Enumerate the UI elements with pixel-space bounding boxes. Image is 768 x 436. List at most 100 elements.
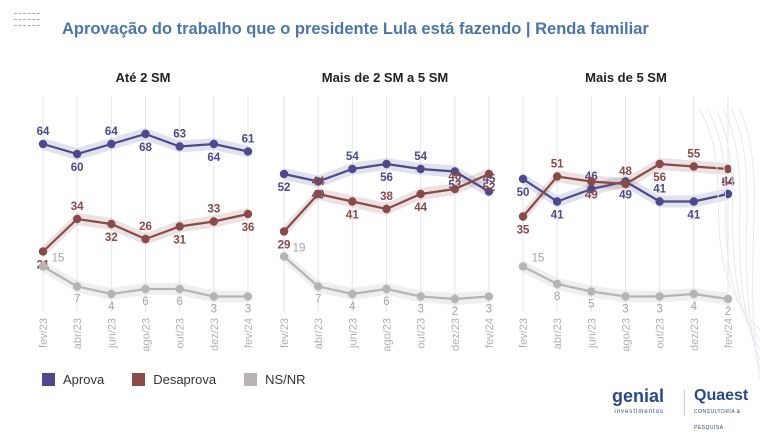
data-label-aprova: 54 xyxy=(346,151,359,163)
data-point-desaprova xyxy=(141,234,150,244)
data-label-nsnr: 3 xyxy=(486,304,492,316)
data-label-aprova: 41 xyxy=(653,184,666,196)
genial-logo: genial investimentos xyxy=(612,386,665,415)
data-point-nsnr xyxy=(279,252,289,261)
x-tick-label: fev/23 xyxy=(279,318,291,348)
data-label-aprova: 68 xyxy=(139,142,152,154)
data-point-desaprova xyxy=(382,204,391,214)
x-tick-label: fev/23 xyxy=(518,318,530,348)
x-tick-label: fev/24 xyxy=(243,318,255,348)
x-tick-label: fev/24 xyxy=(484,318,496,348)
x-tick-label: abr/23 xyxy=(313,318,325,349)
data-point-nsnr xyxy=(382,284,391,294)
x-tick-label: jun/23 xyxy=(106,318,118,349)
data-label-aprova: 56 xyxy=(380,172,393,184)
legend-item-desaprova: Desaprova xyxy=(132,372,216,387)
x-tick-label: fev/23 xyxy=(38,318,50,348)
data-label-desaprova: 31 xyxy=(173,235,186,247)
data-point-nsnr xyxy=(141,284,150,294)
x-tick-label: fev/24 xyxy=(723,318,735,348)
data-label-desaprova: 26 xyxy=(139,221,152,233)
data-label-nsnr: 3 xyxy=(417,304,423,316)
data-point-aprova xyxy=(38,139,48,149)
legend-swatch-aprova xyxy=(42,373,55,386)
data-label-aprova: 63 xyxy=(173,129,186,141)
legend-swatch-desaprova xyxy=(132,373,146,386)
data-label-nsnr: 4 xyxy=(691,301,698,313)
data-point-desaprova xyxy=(518,212,528,221)
legend-label-aprova: Aprova xyxy=(63,372,105,387)
data-label-desaprova: 51 xyxy=(551,159,564,171)
data-label-aprova: 49 xyxy=(619,190,632,202)
data-point-desaprova xyxy=(175,222,184,231)
data-point-aprova xyxy=(518,174,528,184)
data-point-desaprova xyxy=(72,214,82,224)
data-label-nsnr: 4 xyxy=(108,301,115,313)
data-label-nsnr: 4 xyxy=(349,301,356,313)
data-label-nsnr: 19 xyxy=(293,243,306,255)
data-label-nsnr: 15 xyxy=(532,253,545,265)
data-point-aprova xyxy=(175,142,184,151)
series-band-aprova xyxy=(284,158,489,198)
data-point-desaprova xyxy=(621,179,630,189)
decorative-swirl xyxy=(739,109,761,381)
data-label-desaprova: 41 xyxy=(346,210,359,222)
data-label-nsnr: 6 xyxy=(383,296,389,308)
chart-canvas: fev/23 abr/23 jun/23 ago/23 out/23 dez/23 fev/… xyxy=(37,96,761,381)
data-label-aprova: 54 xyxy=(414,151,427,163)
data-label-desaprova: 56 xyxy=(653,172,666,184)
data-point-aprova xyxy=(450,167,460,176)
data-point-nsnr xyxy=(107,289,116,299)
data-label-desaprova: 32 xyxy=(105,232,118,244)
x-tick-label: out/23 xyxy=(416,318,428,349)
data-label-nsnr: 3 xyxy=(622,304,628,316)
data-point-nsnr xyxy=(175,284,184,294)
data-label-aprova: 41 xyxy=(551,210,564,222)
data-point-nsnr xyxy=(209,292,219,301)
data-point-nsnr xyxy=(621,292,630,301)
decorative-swirl xyxy=(707,109,761,341)
data-label-desaprova: 33 xyxy=(207,204,220,216)
data-point-nsnr xyxy=(484,292,494,301)
data-label-desaprova: 52 xyxy=(483,182,496,194)
data-point-aprova xyxy=(313,177,323,186)
quaest-logo: Quaest CONSULTORIA & PESQUISA xyxy=(694,387,749,432)
data-point-desaprova xyxy=(587,177,596,186)
data-point-aprova xyxy=(382,159,391,169)
data-point-aprova xyxy=(587,184,596,194)
series-band-desaprova xyxy=(43,208,248,258)
data-point-nsnr xyxy=(243,292,253,301)
data-point-nsnr xyxy=(552,279,562,289)
data-point-nsnr xyxy=(313,282,323,291)
x-tick-label: dez/23 xyxy=(209,318,221,351)
data-point-desaprova xyxy=(243,209,253,219)
data-point-nsnr xyxy=(518,262,528,271)
data-point-nsnr xyxy=(450,294,460,304)
x-tick-label: ago/23 xyxy=(621,318,633,352)
data-label-nsnr: 8 xyxy=(554,291,560,303)
panel-title-mais5sm: Mais de 5 SM xyxy=(585,70,667,85)
data-point-nsnr xyxy=(689,289,699,299)
data-point-desaprova xyxy=(689,162,699,171)
data-label-desaprova: 54 xyxy=(722,177,735,189)
data-point-aprova xyxy=(655,197,664,206)
logo-separator xyxy=(684,390,685,416)
data-label-desaprova: 34 xyxy=(71,201,84,213)
data-label-nsnr: 7 xyxy=(315,294,321,306)
data-point-desaprova xyxy=(416,189,425,199)
data-label-nsnr: 3 xyxy=(211,304,217,316)
data-point-desaprova xyxy=(484,169,494,179)
data-point-desaprova xyxy=(313,189,323,199)
series-band-nsnr xyxy=(523,260,728,305)
legend-swatch-nsnr xyxy=(244,373,258,386)
data-point-desaprova xyxy=(209,217,219,226)
panel-title-ate-2sm: Até 2 SM xyxy=(115,70,171,85)
data-point-desaprova xyxy=(723,164,733,174)
x-tick-label: out/23 xyxy=(655,318,667,349)
data-label-desaprova: 36 xyxy=(242,222,255,234)
data-label-nsnr: 5 xyxy=(588,299,594,311)
data-label-aprova: 64 xyxy=(207,152,220,164)
data-point-aprova xyxy=(723,189,733,199)
data-point-nsnr xyxy=(723,294,733,304)
corner-decoration xyxy=(14,13,40,31)
